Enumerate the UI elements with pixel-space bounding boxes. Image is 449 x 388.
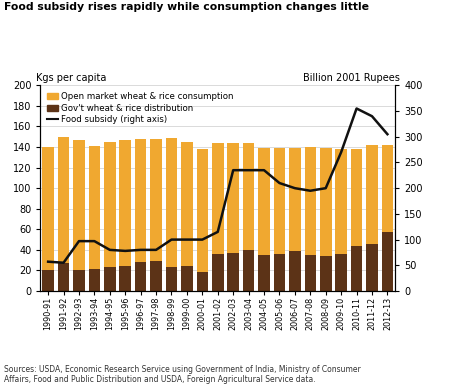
- Bar: [150, 261, 162, 291]
- Bar: [351, 149, 362, 246]
- Bar: [335, 254, 347, 291]
- Bar: [258, 255, 270, 291]
- Bar: [88, 269, 100, 291]
- Bar: [335, 149, 347, 254]
- Bar: [150, 139, 162, 261]
- Bar: [304, 147, 316, 255]
- Bar: [320, 148, 331, 256]
- Bar: [119, 266, 131, 291]
- Bar: [181, 266, 193, 291]
- Bar: [351, 246, 362, 291]
- Bar: [73, 140, 85, 270]
- Bar: [320, 256, 331, 291]
- Bar: [135, 262, 146, 291]
- Bar: [243, 143, 255, 250]
- Bar: [166, 138, 177, 267]
- Bar: [212, 143, 224, 254]
- Bar: [181, 142, 193, 266]
- Bar: [304, 255, 316, 291]
- Bar: [58, 137, 69, 263]
- Bar: [289, 148, 301, 251]
- Bar: [58, 263, 69, 291]
- Bar: [73, 270, 85, 291]
- Text: Sources: USDA, Economic Research Service using Government of India, Ministry of : Sources: USDA, Economic Research Service…: [4, 365, 361, 384]
- Bar: [243, 250, 255, 291]
- Bar: [366, 244, 378, 291]
- Bar: [258, 148, 270, 255]
- Bar: [382, 145, 393, 232]
- Bar: [42, 270, 54, 291]
- Bar: [382, 232, 393, 291]
- Legend: Open market wheat & rice consumption, Gov't wheat & rice distribution, Food subs: Open market wheat & rice consumption, Go…: [44, 89, 237, 128]
- Bar: [212, 254, 224, 291]
- Bar: [227, 253, 239, 291]
- Bar: [197, 272, 208, 291]
- Bar: [104, 142, 115, 267]
- Bar: [88, 146, 100, 269]
- Bar: [135, 139, 146, 262]
- Bar: [366, 145, 378, 244]
- Text: Kgs per capita: Kgs per capita: [36, 73, 106, 83]
- Bar: [227, 143, 239, 253]
- Bar: [166, 267, 177, 291]
- Bar: [42, 147, 54, 270]
- Bar: [274, 148, 285, 254]
- Text: Food subsidy rises rapidly while consumption changes little: Food subsidy rises rapidly while consump…: [4, 2, 370, 12]
- Bar: [197, 149, 208, 272]
- Text: Billion 2001 Rupees: Billion 2001 Rupees: [303, 73, 400, 83]
- Bar: [274, 254, 285, 291]
- Bar: [289, 251, 301, 291]
- Bar: [104, 267, 115, 291]
- Bar: [119, 140, 131, 266]
